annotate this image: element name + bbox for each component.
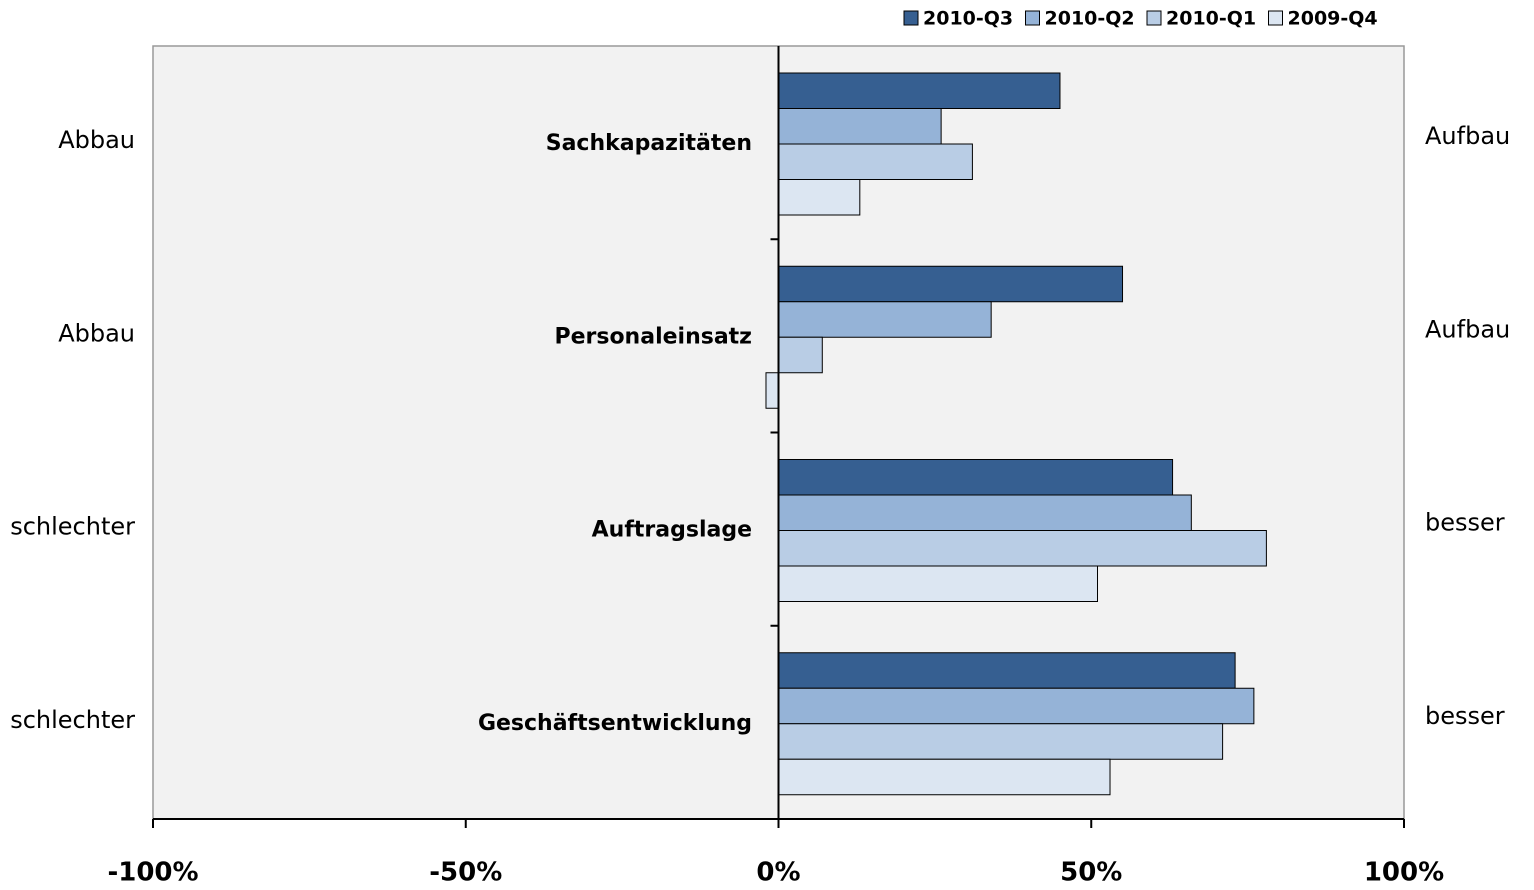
bar (778, 565, 1099, 602)
legend-label: 2010-Q1 (1166, 8, 1256, 30)
legend-swatch (1268, 10, 1283, 26)
category-label: Sachkapazitäten (546, 131, 752, 156)
bar (778, 723, 1224, 760)
category-label: Geschäftsentwicklung (478, 711, 752, 736)
x-tick-label: -100% (107, 858, 198, 888)
x-tick-label: 100% (1364, 858, 1444, 888)
category-label: Auftragslage (592, 518, 752, 543)
x-tick-label: -50% (429, 858, 502, 888)
bar (778, 758, 1111, 796)
right-label: besser (1425, 509, 1505, 537)
bar (778, 72, 1061, 109)
bar (778, 301, 992, 338)
left-label: schlechter (10, 513, 135, 541)
legend-label: 2010-Q3 (923, 8, 1013, 30)
left-label: schlechter (10, 706, 135, 734)
x-tick-label: 0% (756, 858, 800, 888)
x-tick-label: 50% (1060, 858, 1122, 888)
bar (778, 687, 1255, 725)
bar (765, 372, 779, 409)
bar (778, 336, 823, 374)
left-label: Abbau (58, 319, 135, 347)
category-label: Personaleinsatz (554, 324, 752, 349)
legend-swatch (1025, 10, 1040, 26)
bar (778, 143, 973, 180)
legend-swatch (903, 10, 919, 26)
bar (778, 108, 942, 145)
legend-label: 2010-Q2 (1045, 8, 1135, 30)
right-label: besser (1425, 702, 1505, 730)
bar (778, 530, 1267, 567)
right-label: Aufbau (1425, 315, 1510, 343)
bar (778, 494, 1192, 531)
legend-label: 2009-Q4 (1288, 8, 1378, 30)
legend-swatch (1146, 10, 1162, 26)
bar (778, 179, 861, 216)
bar (778, 265, 1124, 303)
left-label: Abbau (58, 126, 135, 154)
bar (778, 459, 1174, 496)
right-label: Aufbau (1425, 122, 1510, 150)
bar (778, 652, 1236, 689)
